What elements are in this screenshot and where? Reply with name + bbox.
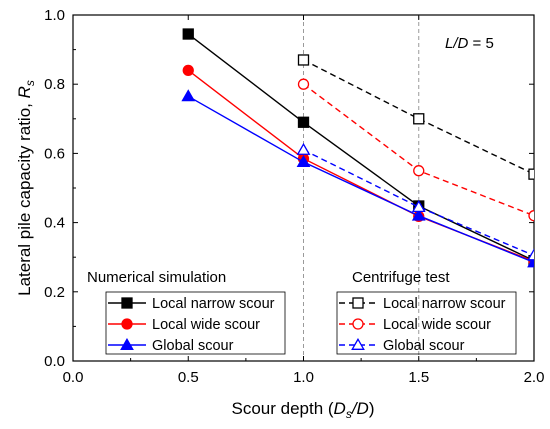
axis-ticks: 0.0 0.5 1.0 1.5 2.0 0.0 0.2 0.4 0.6 0.8 1.0 <box>44 7 544 386</box>
x-tick-label: 0.5 <box>178 369 199 386</box>
data-point <box>411 199 426 212</box>
legend-title-numerical: Numerical simulation <box>87 269 226 286</box>
legend-marker <box>120 337 134 350</box>
data-point <box>296 142 311 155</box>
legend: Local narrow scour Local wide scour Global… <box>108 296 506 354</box>
data-point <box>527 248 534 261</box>
data-point <box>182 28 194 40</box>
x-axis-title: Scour depth (Ds/D) <box>231 399 374 421</box>
data-point <box>413 113 425 125</box>
data-point <box>297 116 310 128</box>
legend-label: Local narrow scour <box>383 296 506 312</box>
grid-lines <box>303 15 420 361</box>
x-tick-label: 1.0 <box>293 369 314 386</box>
data-point <box>181 89 196 102</box>
x-tick-label: 0.0 <box>63 369 84 386</box>
legend-frames <box>105 291 517 355</box>
data-point <box>297 54 310 66</box>
data-point <box>182 64 194 77</box>
series-line <box>187 33 534 262</box>
legend-frame-centrifuge <box>336 291 517 355</box>
legend-marker <box>352 297 364 309</box>
legend-marker <box>351 337 365 350</box>
data-point <box>528 168 534 180</box>
legend-frame-numerical <box>105 291 286 355</box>
data-point <box>528 210 534 222</box>
y-tick-label: 0.2 <box>44 284 65 301</box>
y-tick-label: 0.6 <box>44 145 65 162</box>
y-axis-title: Lateral pile capacity ratio, Rs <box>15 80 37 296</box>
data-point <box>297 78 310 90</box>
x-tick-label: 2.0 <box>524 369 545 386</box>
y-tick-label: 1.0 <box>44 7 65 24</box>
data-point <box>296 154 311 168</box>
x-tick-label: 1.5 <box>408 369 429 386</box>
ld-annotation: L/D = 5 <box>445 35 494 52</box>
series-line <box>187 95 534 264</box>
series-layer <box>181 28 534 268</box>
y-tick-label: 0.8 <box>44 76 65 93</box>
series-line <box>303 59 534 175</box>
legend-label: Global scour <box>152 338 234 354</box>
data-point <box>413 165 425 177</box>
data-point <box>411 208 426 221</box>
legend-label: Local wide scour <box>152 317 260 333</box>
legend-title-centrifuge: Centrifuge test <box>352 269 450 286</box>
legend-marker <box>352 318 364 330</box>
legend-label: Global scour <box>383 338 465 354</box>
legend-label: Local wide scour <box>383 317 491 333</box>
legend-marker <box>121 297 133 309</box>
y-tick-label: 0.4 <box>44 215 65 232</box>
legend-marker <box>121 318 133 330</box>
series-line <box>303 149 534 257</box>
y-tick-label: 0.0 <box>44 353 65 370</box>
legend-label: Local narrow scour <box>152 296 275 312</box>
